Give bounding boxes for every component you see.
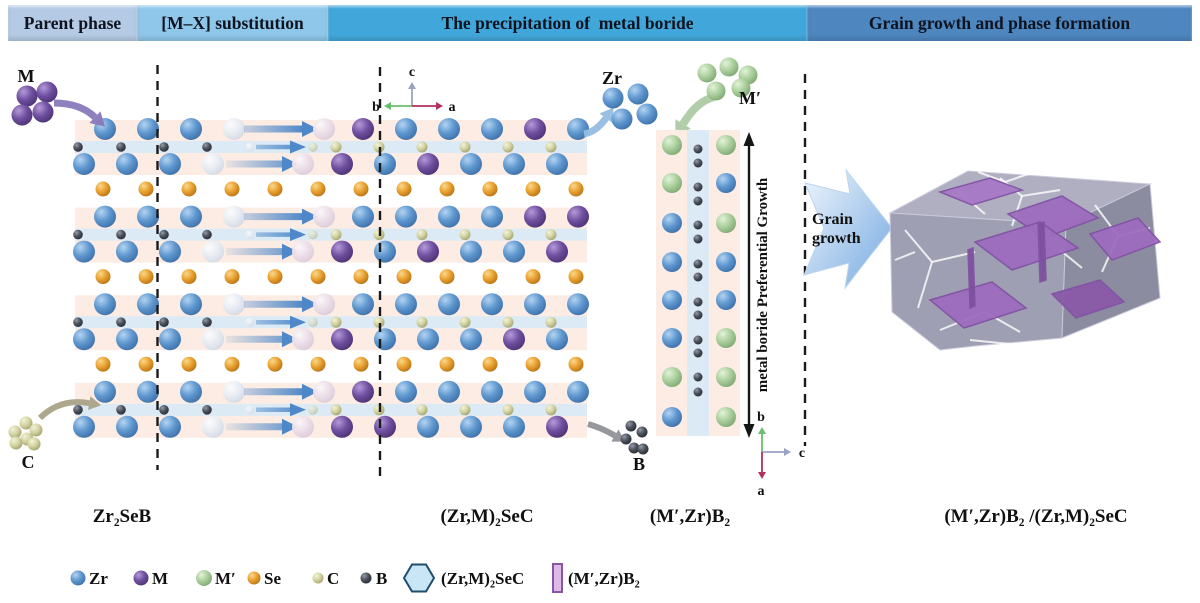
- svg-text:Zr: Zr: [89, 569, 108, 588]
- svg-text:C: C: [22, 452, 35, 472]
- svg-text:B: B: [633, 454, 645, 474]
- atom-clusters: M C Zr B M′: [8, 57, 761, 474]
- header-segment-grain-growth: Grain growth and phase formation: [807, 5, 1192, 41]
- svg-text:Grain: Grain: [812, 211, 853, 228]
- svg-text:b: b: [372, 100, 380, 115]
- svg-text:M′: M′: [739, 88, 761, 108]
- grain-structure-3d: [888, 169, 1162, 351]
- header-segment-parent-phase: Parent phase: [8, 5, 137, 41]
- legend-item-m: M: [133, 569, 168, 588]
- legend-item-se: Se: [247, 569, 281, 588]
- svg-text:M′: M′: [215, 569, 236, 588]
- bottom-axes: b c a: [757, 410, 805, 499]
- header-segment-precipitation: The precipitation of metal boride: [328, 5, 807, 41]
- svg-text:metal boride Preferential Grow: metal boride Preferential Growth: [755, 177, 771, 392]
- phase-label-boride: (M′,Zr)B₂: [649, 506, 731, 527]
- phase-label-parent: Zr₂SeB: [92, 506, 152, 527]
- substitution-lattice: [73, 118, 589, 438]
- legend-item-b: B: [360, 569, 387, 588]
- svg-text:M: M: [152, 569, 168, 588]
- svg-text:c: c: [799, 446, 805, 461]
- process-header-bar: Parent phase [M–X] substitution The prec…: [8, 5, 1192, 41]
- legend-item-mp: M′: [196, 569, 236, 588]
- svg-text:a: a: [449, 100, 456, 115]
- dashed-dividers: [156, 65, 807, 476]
- legend: Zr M M′ Se C B (Zr,M)₂SeC (M′,Zr)B₂: [70, 563, 640, 593]
- svg-text:(Zr,M)₂SeC: (Zr,M)₂SeC: [441, 569, 524, 588]
- svg-text:(M′,Zr)B₂: (M′,Zr)B₂: [568, 569, 640, 588]
- svg-text:Zr: Zr: [602, 68, 622, 88]
- legend-item-zr: Zr: [70, 569, 108, 588]
- legend-item-mzrb2: (M′,Zr)B₂: [552, 563, 640, 593]
- header-segment-substitution: [M–X] substitution: [137, 5, 328, 41]
- svg-text:growth: growth: [812, 230, 861, 247]
- top-axes: c b a: [372, 65, 455, 115]
- svg-text:c: c: [409, 65, 415, 80]
- preferential-growth-arrow: metal boride Preferential Growth: [743, 132, 771, 438]
- svg-text:C: C: [327, 569, 339, 588]
- legend-item-c: C: [312, 569, 339, 588]
- svg-text:B: B: [376, 569, 387, 588]
- svg-text:a: a: [758, 484, 765, 499]
- grain-growth-arrow: Grain growth: [803, 168, 893, 290]
- phase-label-composite: (M′,Zr)B₂ /(Zr,M)₂SeC: [944, 506, 1128, 527]
- phase-label-substituted: (Zr,M)₂SeC: [440, 506, 534, 527]
- svg-text:Se: Se: [264, 569, 281, 588]
- svg-text:b: b: [757, 410, 765, 425]
- boride-panel: [656, 130, 740, 436]
- legend-item-zrm2sec: (Zr,M)₂SeC: [402, 563, 524, 593]
- svg-text:M: M: [18, 66, 35, 86]
